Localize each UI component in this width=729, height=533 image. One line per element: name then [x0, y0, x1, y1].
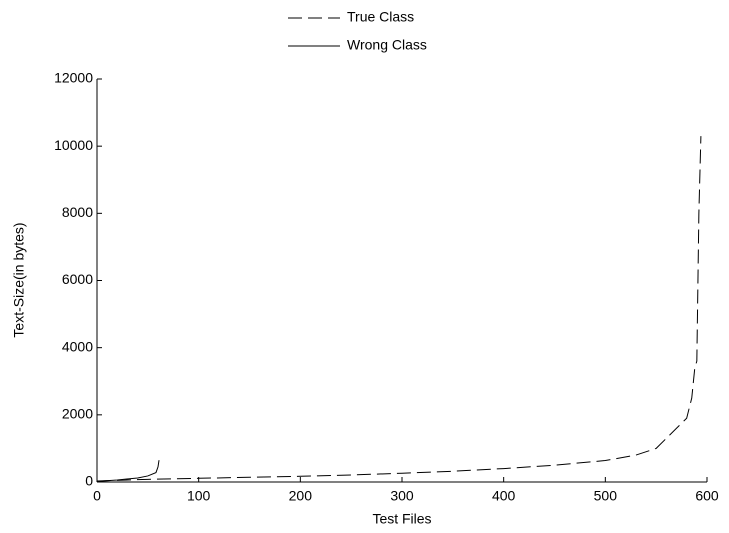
x-tick-label: 0 [93, 488, 101, 504]
y-tick-label: 12000 [54, 70, 93, 86]
series-line [96, 460, 160, 482]
legend-label: Wrong Class [347, 37, 427, 53]
legend-label: True Class [347, 9, 414, 25]
x-tick-label: 600 [695, 488, 719, 504]
y-tick-label: 6000 [62, 271, 93, 287]
x-tick-label: 400 [492, 488, 516, 504]
y-tick-label: 10000 [54, 137, 93, 153]
y-tick-label: 4000 [62, 338, 93, 354]
y-tick-label: 8000 [62, 204, 93, 220]
x-tick-label: 300 [390, 488, 414, 504]
series-line [96, 136, 702, 482]
y-tick-label: 2000 [62, 406, 93, 422]
x-axis-label: Test Files [372, 511, 431, 527]
y-tick-label: 0 [85, 473, 93, 489]
x-tick-label: 100 [187, 488, 211, 504]
y-axis-label: Text-Size(in bytes) [11, 222, 27, 337]
x-tick-label: 500 [594, 488, 618, 504]
x-tick-label: 200 [289, 488, 313, 504]
